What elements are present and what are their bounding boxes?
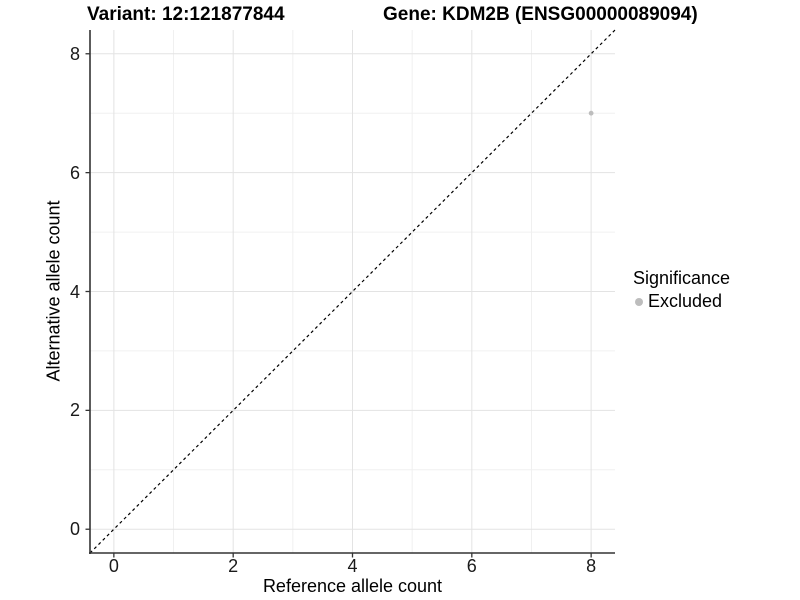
excluded-point-icon (635, 297, 643, 306)
x-tick-label: 0 (108, 556, 119, 576)
x-tick-label: 6 (466, 556, 477, 576)
y-tick-label: 4 (69, 281, 80, 302)
legend-item-excluded: Excluded (633, 291, 730, 312)
y-tick-label: 0 (69, 519, 80, 540)
data-point (588, 110, 594, 116)
x-axis-label: Reference allele count (262, 576, 443, 596)
legend: Significance Excluded (633, 268, 730, 312)
y-tick-label: 6 (69, 162, 80, 183)
y-tick-label: 2 (69, 400, 80, 421)
legend-item-label: Excluded (648, 291, 723, 311)
x-tick-label: 4 (347, 556, 358, 576)
plot-title-variant: Variant: 12:121877844 (87, 4, 285, 25)
x-tick-label: 2 (228, 556, 239, 576)
plot-title-gene: Gene: KDM2B (ENSG00000089094) (383, 4, 698, 25)
x-tick-label: 8 (586, 556, 597, 576)
y-tick-label: 8 (69, 43, 80, 64)
legend-title: Significance (633, 268, 731, 288)
y-axis-label: Alternative allele count (43, 200, 64, 382)
